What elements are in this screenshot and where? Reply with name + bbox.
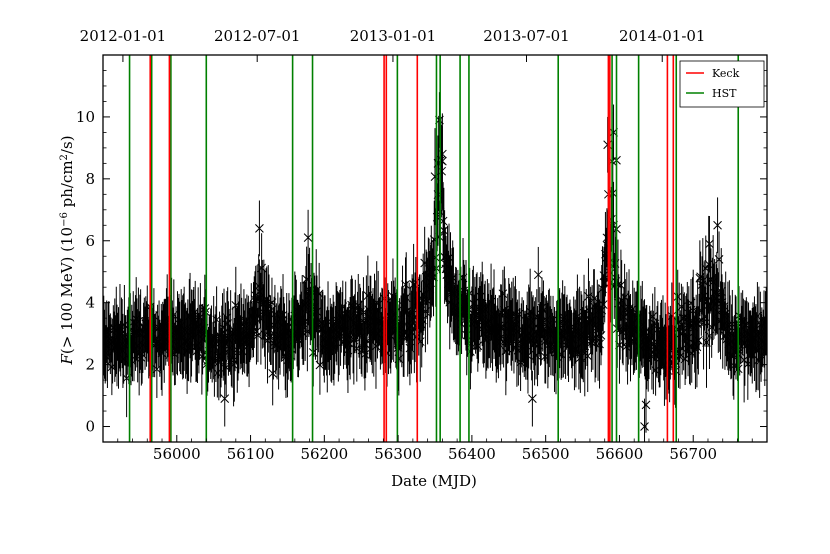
flux-point <box>761 318 767 328</box>
plot-area <box>103 55 767 442</box>
flux-peak-point <box>528 394 537 404</box>
plot-content <box>103 55 767 442</box>
flux-point <box>762 315 767 324</box>
legend: Keck HST <box>679 60 765 108</box>
light-curve <box>103 92 767 442</box>
y-tick-label: 8 <box>85 170 95 188</box>
flux-point <box>401 280 410 290</box>
flux-point <box>437 166 446 176</box>
legend-keck-label: Keck <box>712 67 740 80</box>
x-tick-label: 56600 <box>596 445 644 463</box>
legend-box <box>679 60 765 108</box>
x-tick-label: 56700 <box>669 445 717 463</box>
legend-hst-label: HST <box>712 87 737 100</box>
y-tick-label: 0 <box>85 418 95 436</box>
flux-peak-point <box>641 400 651 410</box>
flux-point <box>439 226 449 235</box>
x-tick-label: 56500 <box>522 445 570 463</box>
y-tick-label: 10 <box>76 108 95 126</box>
flux-peak-point <box>640 422 649 431</box>
top-date-label: 2013-01-01 <box>350 27 436 45</box>
x-tick-label: 56100 <box>227 445 275 463</box>
top-date-label: 2012-07-01 <box>214 27 300 45</box>
x-tick-label: 56200 <box>300 445 348 463</box>
y-axis-label: F(> 100 MeV) (10−6 ph/cm2/s) <box>58 135 76 365</box>
plot-frame <box>102 54 768 443</box>
x-tick-label: 56400 <box>448 445 496 463</box>
flux-peak-point <box>705 239 714 249</box>
flux-peak-point <box>533 270 543 280</box>
axis-ticks: 56000 56100 56200 56300 56400 56500 56600 56700… <box>76 27 767 463</box>
x-axis-label: Date (MJD) <box>391 472 477 490</box>
flux-point <box>673 292 683 302</box>
x-tick-label: 56000 <box>153 445 201 463</box>
x-tick-label: 56300 <box>374 445 422 463</box>
flux-point <box>598 300 608 309</box>
flux-point <box>200 304 210 313</box>
flux-peak-point <box>220 394 230 404</box>
top-date-label: 2013-07-01 <box>483 27 569 45</box>
y-tick-label: 6 <box>85 232 95 250</box>
flux-peak-point <box>255 224 264 233</box>
y-tick-label: 4 <box>85 294 95 312</box>
flux-point <box>693 319 703 329</box>
flux-peak-point <box>303 233 313 243</box>
top-date-label: 2014-01-01 <box>619 27 705 45</box>
top-date-label: 2012-01-01 <box>80 27 166 45</box>
flux-point <box>694 335 703 345</box>
flux-peak-point <box>713 220 722 230</box>
y-tick-label: 2 <box>85 356 95 374</box>
flux-point <box>760 347 767 356</box>
plot-border <box>102 54 768 443</box>
